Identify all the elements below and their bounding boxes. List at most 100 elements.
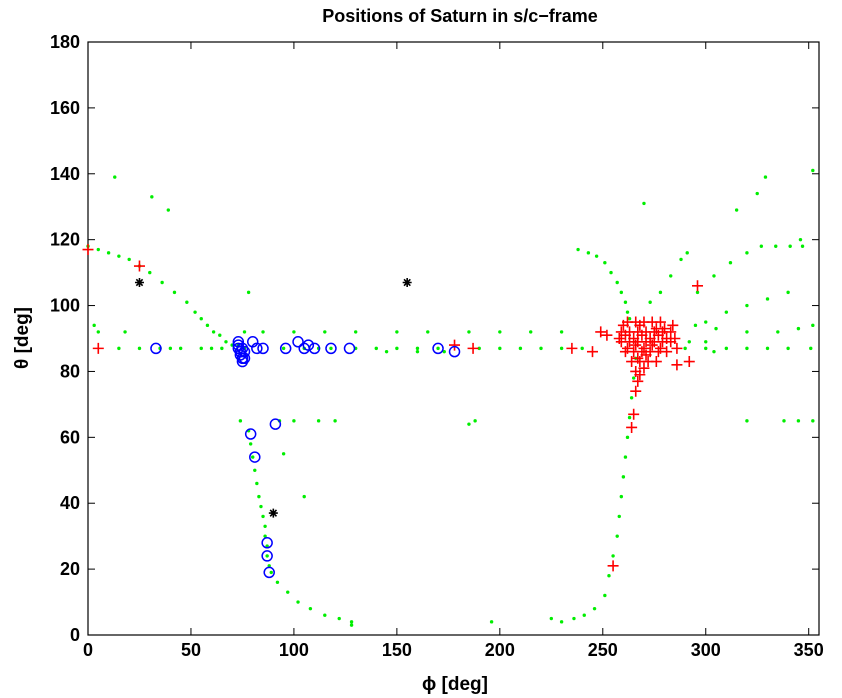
- green-dot-point: [714, 326, 718, 331]
- red-plus-point: [692, 280, 704, 292]
- green-dot-point: [539, 346, 543, 351]
- green-dot-point: [127, 257, 131, 262]
- green-dot-point: [572, 616, 576, 621]
- red-plus-point: [671, 359, 683, 371]
- red-plus-point: [619, 329, 631, 341]
- red-plus-point: [628, 333, 640, 344]
- red-plus-point: [654, 342, 666, 354]
- green-dot-point: [796, 326, 801, 331]
- red-plus-point: [669, 333, 681, 344]
- green-dot-point: [559, 346, 564, 351]
- blue-circle-point: [308, 342, 321, 355]
- green-dot-point: [218, 333, 222, 337]
- red-plus-point: [133, 260, 145, 272]
- green-dot-point: [106, 251, 111, 255]
- red-plus-point: [628, 408, 640, 420]
- green-dot-point: [669, 274, 673, 278]
- blue-circle-point: [432, 342, 444, 355]
- green-dot-point: [603, 261, 607, 265]
- green-dot-point: [257, 494, 261, 499]
- red-plus-point: [566, 342, 578, 354]
- blue-circle-point: [292, 336, 304, 348]
- green-dot-point: [786, 346, 790, 351]
- y-axis-label: θ [deg]: [12, 307, 33, 369]
- green-dot-point: [436, 346, 440, 351]
- green-dot-point: [117, 254, 121, 258]
- green-dot-point: [211, 330, 216, 334]
- green-dot-point: [745, 251, 749, 255]
- green-dot-point: [269, 570, 273, 575]
- green-dot-point: [296, 600, 300, 604]
- green-dot-point: [415, 346, 420, 351]
- green-dot-point: [609, 270, 613, 275]
- green-dot-point: [178, 346, 183, 351]
- green-dot-point: [137, 346, 142, 351]
- green-dot-point: [745, 330, 749, 334]
- green-dot-point: [734, 208, 739, 212]
- x-tick-label: 150: [382, 640, 412, 660]
- green-dot-point: [292, 419, 296, 423]
- blue-circle-point: [249, 451, 261, 463]
- green-dot-point: [489, 620, 494, 624]
- red-plus-point: [82, 244, 94, 256]
- green-dot-point: [337, 616, 341, 621]
- green-dot-point: [255, 481, 259, 486]
- green-dot-point: [281, 452, 286, 456]
- green-dot-point: [704, 320, 708, 324]
- green-dot-point: [582, 613, 586, 617]
- red-plus-point: [621, 342, 633, 354]
- x-tick-label: 350: [794, 640, 824, 660]
- green-dot-point: [384, 349, 389, 354]
- green-dot-point: [607, 574, 611, 578]
- blue-circle-point: [257, 342, 269, 355]
- blue-circle-point: [343, 342, 356, 355]
- green-dot-point: [498, 346, 502, 351]
- green-dot-point: [199, 317, 203, 321]
- green-dot-point: [442, 349, 446, 354]
- green-dot-point: [617, 514, 621, 519]
- green-dot-point: [627, 415, 632, 420]
- black-asterisk-point: [268, 508, 278, 518]
- x-tick-label: 200: [485, 640, 515, 660]
- green-dot-point: [265, 554, 269, 558]
- green-dot-point: [724, 310, 729, 314]
- green-dot-point: [302, 494, 306, 499]
- red-plus-point: [617, 319, 629, 331]
- green-dot-point: [759, 244, 764, 248]
- green-dot-point: [96, 330, 100, 334]
- green-dot-point: [259, 504, 263, 509]
- blue-circle-point: [261, 550, 273, 562]
- blue-circle-point: [448, 345, 461, 358]
- green-dot-point: [712, 349, 716, 354]
- green-dot-point: [786, 290, 790, 295]
- green-dot-point: [800, 244, 805, 248]
- plot-area: [87, 41, 820, 636]
- green-dot-point: [253, 468, 257, 472]
- green-dot-point: [619, 290, 624, 295]
- green-dot-point: [185, 300, 189, 304]
- green-dot-point: [763, 175, 768, 179]
- red-plus-point: [665, 326, 677, 338]
- green-dot-point: [329, 346, 333, 351]
- y-tick-label: 80: [60, 361, 80, 381]
- green-dot-point: [113, 175, 117, 179]
- y-tick-label: 140: [50, 164, 80, 184]
- green-dot-point: [687, 340, 691, 344]
- red-plus-point: [683, 356, 695, 368]
- green-dot-point: [166, 208, 171, 212]
- green-dot-point: [286, 590, 290, 594]
- green-dot-point: [704, 340, 708, 344]
- green-dot-point: [765, 346, 770, 351]
- y-tick-label: 120: [50, 230, 80, 250]
- green-dot-point: [193, 310, 197, 314]
- blue-circle-point: [238, 345, 251, 358]
- green-dot-point: [168, 346, 173, 351]
- red-plus-point: [607, 560, 619, 572]
- red-plus-point: [92, 342, 104, 354]
- green-dot-point: [263, 534, 267, 538]
- x-tick-label: 50: [181, 640, 201, 660]
- green-dot-point: [704, 346, 708, 351]
- green-dot-point: [658, 290, 663, 295]
- green-dot-point: [631, 376, 636, 380]
